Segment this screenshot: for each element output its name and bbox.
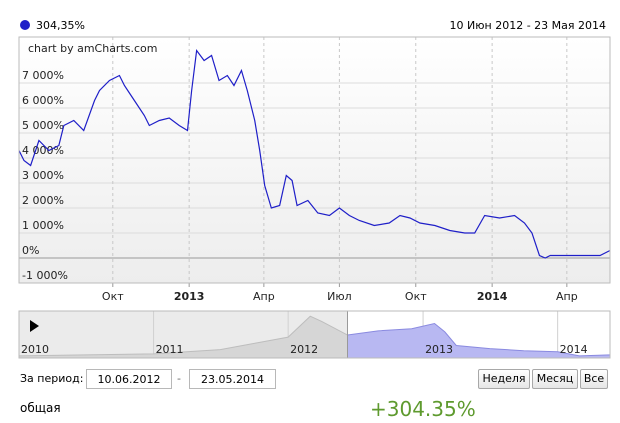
summary-value: +304.35% — [370, 397, 476, 421]
x-tick-label: Окт — [102, 290, 124, 303]
y-tick-label: 3 000% — [22, 169, 64, 182]
data-line — [18, 48, 611, 259]
navigator-area — [347, 322, 610, 358]
legend-value: 304,35% — [36, 19, 85, 32]
y-tick-label: 7 000% — [22, 69, 64, 82]
period-label: За период: — [20, 372, 84, 385]
x-tick-label: Апр — [253, 290, 275, 303]
date-separator: - — [177, 372, 181, 385]
date-to-input[interactable]: 23.05.2014 — [189, 369, 276, 389]
plot-border — [18, 36, 611, 284]
y-tick-label: 4 000% — [22, 144, 64, 157]
date-from-input[interactable]: 10.06.2012 — [86, 369, 172, 389]
play-button[interactable] — [30, 320, 39, 332]
navigator-tick-label: 2011 — [156, 343, 184, 356]
y-tick-label: -1 000% — [22, 269, 68, 282]
x-tick-label: Июл — [327, 290, 352, 303]
period-text: 10 Июн 2012 - 23 Мая 2014 — [450, 19, 606, 32]
all-button[interactable]: Все — [580, 369, 608, 389]
x-tick-label: 2014 — [477, 290, 508, 303]
y-tick-label: 0% — [22, 244, 39, 257]
y-tick-label: 1 000% — [22, 219, 64, 232]
month-button[interactable]: Месяц — [532, 369, 578, 389]
summary-label: общая — [20, 401, 61, 415]
plot-background — [19, 37, 610, 283]
navigator-tick-label: 2014 — [560, 343, 588, 356]
legend-marker — [20, 20, 30, 30]
y-tick-label: 2 000% — [22, 194, 64, 207]
y-tick-label: 6 000% — [22, 94, 64, 107]
navigator-area — [19, 315, 348, 358]
navigator-border — [18, 310, 611, 359]
navigator-tick-label: 2013 — [425, 343, 453, 356]
navigator-tick-label: 2010 — [21, 343, 49, 356]
x-tick-label: Окт — [405, 290, 427, 303]
x-tick-label: 2013 — [174, 290, 205, 303]
y-tick-label: 5 000% — [22, 119, 64, 132]
credit: chart by amCharts.com — [28, 42, 158, 55]
week-button[interactable]: Неделя — [478, 369, 530, 389]
x-tick-label: Апр — [556, 290, 578, 303]
navigator-tick-label: 2012 — [290, 343, 318, 356]
